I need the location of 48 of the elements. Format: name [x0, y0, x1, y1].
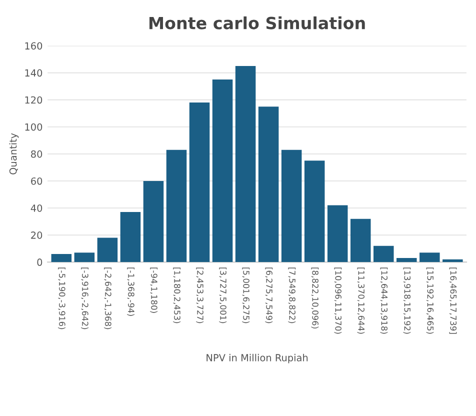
x-tick-label: [12,644,13,918)	[380, 268, 388, 334]
y-tick-label: 60	[31, 177, 42, 185]
x-tick-label: [11,370,12,644)	[357, 268, 365, 334]
y-tick-label: 120	[25, 96, 42, 104]
y-axis-title: Quantity	[9, 133, 19, 174]
bar	[350, 218, 371, 262]
bar	[212, 80, 233, 262]
y-tick-label: 80	[31, 150, 42, 158]
bar	[120, 212, 141, 262]
bar	[396, 258, 417, 262]
bar	[235, 66, 256, 262]
bar	[189, 102, 210, 262]
x-tick-label: [13,918,15,192)	[403, 268, 411, 334]
bar	[143, 180, 164, 262]
x-tick-label: [-1,368,-94)	[127, 268, 134, 316]
bar	[442, 259, 463, 262]
y-tick-label: 40	[30, 204, 42, 212]
x-tick-label: [10,096,11,370)	[334, 268, 342, 334]
x-tick-label: [1,180,2,453)	[173, 268, 181, 324]
chart-title: Monte carlo Simulation	[149, 16, 365, 30]
bar	[97, 238, 118, 262]
bar	[258, 106, 279, 262]
bar	[374, 246, 394, 262]
y-tick-label: 140	[25, 69, 42, 77]
bar	[420, 252, 440, 262]
bar	[304, 160, 325, 262]
x-tick-label: [-94,1,180)	[150, 268, 158, 313]
x-tick-label: [16,465,17,739]	[449, 268, 457, 334]
bar	[74, 252, 95, 262]
bar	[166, 150, 187, 262]
y-tick-label: 0	[37, 258, 42, 266]
x-tick-label: [-5,190,-3,916)	[58, 268, 66, 330]
bar	[51, 254, 72, 262]
x-axis-title: NPV in Million Rupiah	[206, 354, 308, 364]
x-tick-label: [7,549,8,822)	[288, 268, 296, 324]
x-tick-label: [-3,916,-2,642)	[81, 268, 88, 330]
bar	[281, 150, 302, 262]
y-tick-label: 20	[31, 232, 42, 239]
y-tick-label: 160	[25, 42, 42, 50]
x-tick-label: [3,727,5,001)	[219, 268, 227, 324]
x-tick-label: [5,001,6,275)	[242, 268, 250, 324]
y-tick-label: 100	[25, 123, 42, 131]
bar	[327, 205, 348, 262]
x-tick-label: [2,453,3,727)	[196, 268, 204, 324]
x-tick-label: [8,822,10,096)	[311, 268, 319, 328]
x-tick-label: [15,192,16,465)	[426, 268, 434, 334]
x-tick-label: [-2,642,-1,368)	[104, 268, 112, 330]
x-tick-label: [6,275,7,549)	[265, 268, 273, 324]
